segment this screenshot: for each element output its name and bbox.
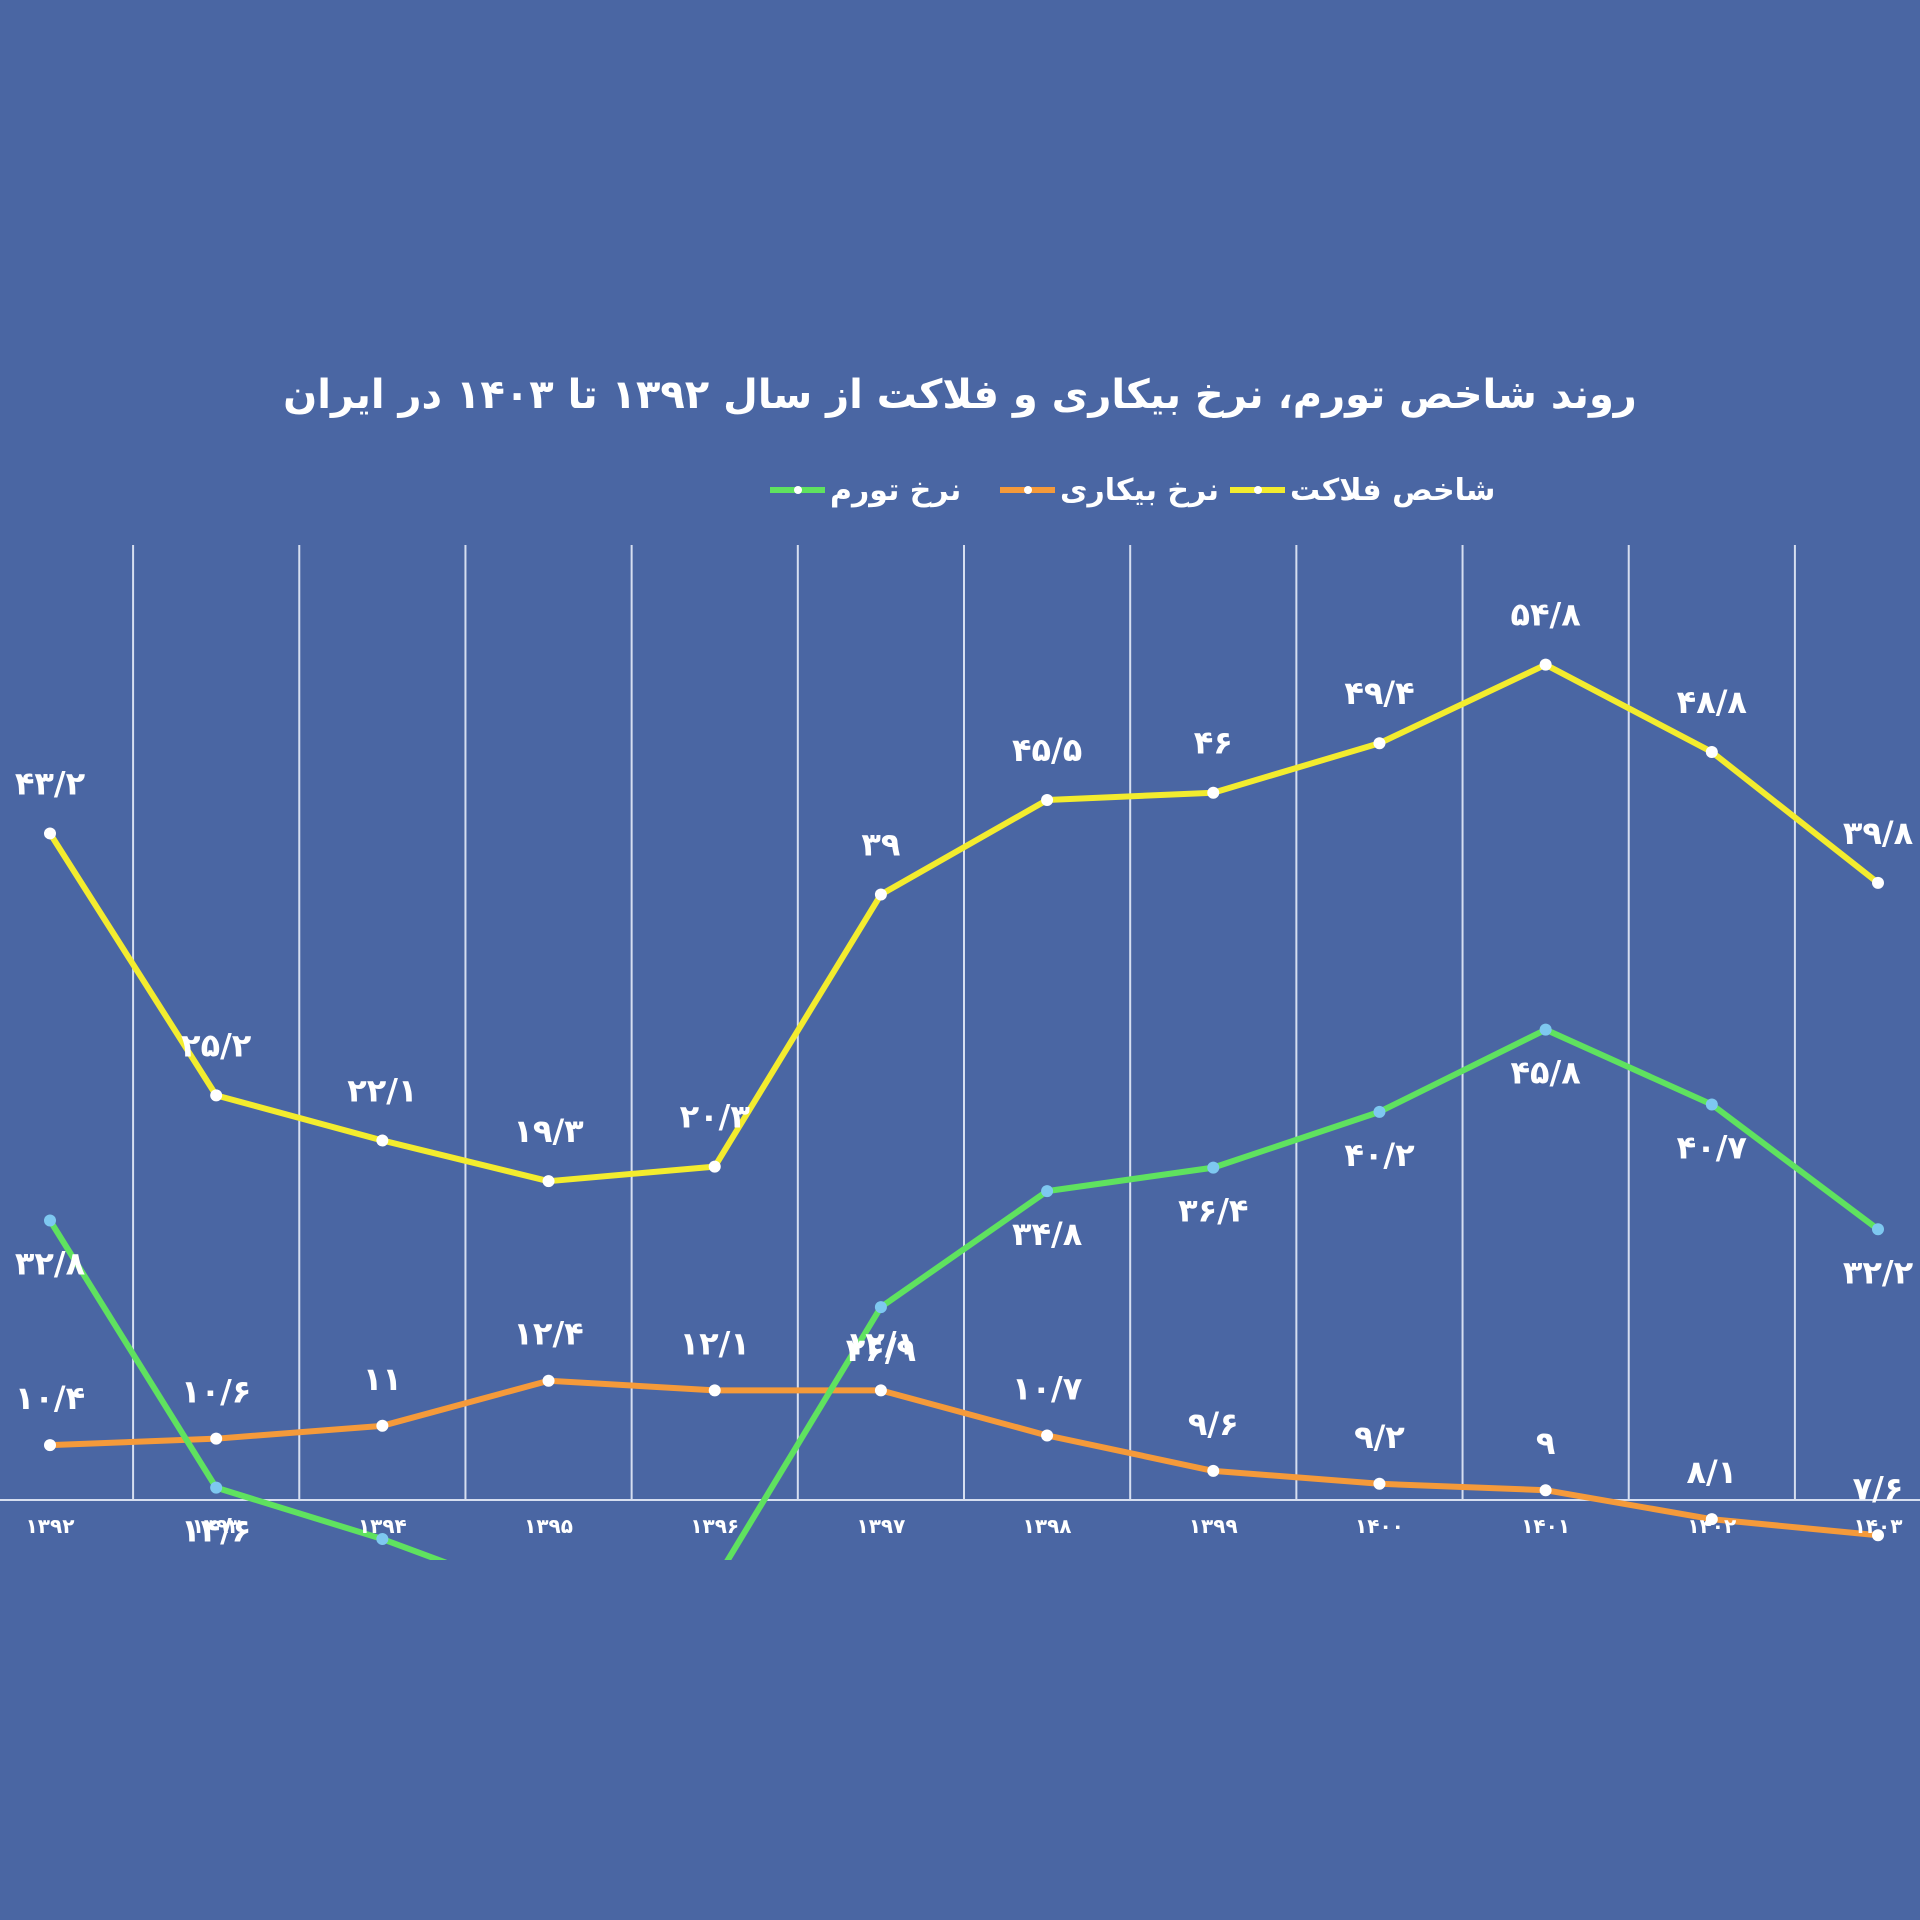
data-point bbox=[376, 1533, 389, 1546]
data-point bbox=[1872, 1529, 1884, 1542]
data-label: ۱۰/۴ bbox=[15, 1379, 85, 1417]
data-point bbox=[708, 1384, 721, 1397]
series-layer bbox=[44, 658, 1884, 1560]
legend-label: نرخ تورم bbox=[830, 473, 961, 508]
data-point bbox=[874, 1301, 887, 1314]
legend-marker bbox=[794, 486, 802, 494]
x-tick-label: ۱۳۹۴ bbox=[358, 1514, 407, 1538]
data-label: ۳۲/۲ bbox=[1843, 1253, 1914, 1291]
data-label: ۱۲/۴ bbox=[513, 1315, 583, 1353]
data-label: ۵۴/۸ bbox=[1510, 596, 1581, 634]
data-point bbox=[874, 888, 887, 901]
data-label: ۱۴/۶ bbox=[181, 1512, 251, 1550]
legend-label: نرخ بیکاری bbox=[1060, 473, 1219, 508]
data-point bbox=[1705, 745, 1718, 758]
data-label: ۴۰/۲ bbox=[1344, 1136, 1415, 1174]
data-point bbox=[708, 1160, 721, 1173]
data-point bbox=[1539, 658, 1552, 671]
data-label: ۲۵/۲ bbox=[181, 1026, 252, 1064]
data-point bbox=[1872, 876, 1884, 889]
data-label: ۴۳/۲ bbox=[15, 764, 86, 802]
legend-label: شاخص فلاکت bbox=[1290, 473, 1495, 508]
data-point bbox=[376, 1134, 389, 1147]
data-label: ۴۶ bbox=[1194, 724, 1233, 762]
x-tick-label: ۱۳۹۷ bbox=[856, 1514, 905, 1538]
legend: شاخص فلاکت نرخ بیکاری نرخ تورم bbox=[770, 473, 1495, 508]
x-tick-label: ۱۴۰۳ bbox=[1854, 1514, 1903, 1538]
data-label: ۱۰/۶ bbox=[181, 1373, 251, 1411]
data-label: ۱۹/۳ bbox=[513, 1112, 584, 1150]
data-label: ۳۴/۸ bbox=[1012, 1215, 1083, 1253]
data-point bbox=[1041, 793, 1054, 806]
data-label: ۹ bbox=[1536, 1424, 1556, 1462]
x-tick-label: ۱۴۰۲ bbox=[1687, 1514, 1736, 1538]
data-point bbox=[376, 1419, 389, 1432]
grid-lines bbox=[0, 545, 1920, 1501]
data-label: ۷/۶ bbox=[1853, 1469, 1904, 1507]
x-tick-label: ۱۴۰۱ bbox=[1521, 1514, 1570, 1538]
legend-marker bbox=[1254, 486, 1262, 494]
data-point bbox=[1872, 1223, 1884, 1236]
data-label: ۸/۱ bbox=[1686, 1453, 1737, 1491]
data-label: ۱۲/۱ bbox=[680, 1324, 750, 1362]
x-tick-label: ۱۳۹۸ bbox=[1023, 1514, 1072, 1538]
data-point bbox=[1041, 1185, 1054, 1198]
data-point bbox=[44, 1439, 56, 1452]
data-point bbox=[1041, 1429, 1054, 1442]
data-labels: ۴۳/۲ ۲۵/۲ ۲۲/۱ ۱۹/۳ ۲۰/۳ ۳۹ ۴۵/۵ ۴۶ ۴۹/۴ ۵۴/۸ ۴۸/۸… bbox=[15, 596, 1914, 1550]
data-point bbox=[1373, 1105, 1386, 1118]
data-label: ۳۲/۸ bbox=[15, 1244, 86, 1282]
x-tick-label: ۱۳۹۶ bbox=[690, 1514, 739, 1538]
data-label: ۲۰/۳ bbox=[680, 1098, 751, 1136]
x-tick-label: ۱۳۹۲ bbox=[26, 1514, 75, 1538]
data-label: ۴۰/۷ bbox=[1677, 1129, 1748, 1167]
series-line bbox=[47, 1026, 1880, 1560]
data-label: ۱۰/۷ bbox=[1012, 1369, 1083, 1407]
data-label: ۹/۲ bbox=[1354, 1418, 1405, 1456]
data-label: ۴۸/۸ bbox=[1677, 683, 1748, 721]
data-label: ۱۲/۱ bbox=[846, 1324, 916, 1362]
x-axis-ticks: ۱۳۹۲ ۱۳۹۳ ۱۳۹۴ ۱۳۹۵ ۱۳۹۶ ۱۳۹۷ ۱۳۹۸ ۱۳۹۹ ۱۴۰۰ ۱۴۰۱… bbox=[26, 1514, 1903, 1538]
data-point bbox=[210, 1089, 223, 1102]
data-point bbox=[1207, 1464, 1220, 1477]
x-tick-label: ۱۳۹۵ bbox=[524, 1514, 573, 1538]
line-chart: روند شاخص تورم، نرخ بیکاری و فلاکت از سا… bbox=[0, 372, 1920, 1560]
x-tick-label: ۱۳۹۹ bbox=[1189, 1514, 1238, 1538]
data-point bbox=[1539, 1023, 1552, 1036]
data-label: ۲۲/۱ bbox=[347, 1071, 417, 1109]
data-point bbox=[1705, 1513, 1718, 1526]
legend-marker bbox=[1024, 486, 1032, 494]
data-point bbox=[44, 827, 56, 840]
data-point bbox=[542, 1374, 555, 1387]
x-tick-label: ۱۴۰۰ bbox=[1355, 1514, 1404, 1538]
data-label: ۹/۶ bbox=[1188, 1405, 1239, 1443]
series-line bbox=[47, 661, 1880, 1185]
data-point bbox=[1705, 1098, 1718, 1111]
data-point bbox=[1373, 737, 1386, 750]
data-point bbox=[542, 1175, 555, 1188]
data-point bbox=[1207, 786, 1220, 799]
data-point bbox=[1539, 1484, 1552, 1497]
x-tick-label: ۱۳۹۳ bbox=[192, 1514, 241, 1538]
data-label: ۳۹/۸ bbox=[1843, 814, 1914, 852]
data-point bbox=[44, 1214, 56, 1227]
chart-panel: روند شاخص تورم، نرخ بیکاری و فلاکت از سا… bbox=[0, 360, 1920, 1560]
data-label: ۴۵/۵ bbox=[1012, 731, 1082, 769]
data-label: ۴۵/۸ bbox=[1510, 1054, 1581, 1092]
data-point bbox=[874, 1384, 887, 1397]
data-label: ۱۱ bbox=[363, 1360, 402, 1398]
data-label: ۳۹ bbox=[861, 826, 900, 864]
data-point bbox=[210, 1432, 223, 1445]
data-label: ۳۶/۴ bbox=[1178, 1192, 1248, 1230]
chart-title: روند شاخص تورم، نرخ بیکاری و فلاکت از سا… bbox=[283, 372, 1637, 418]
data-label: ۴۹/۴ bbox=[1344, 674, 1414, 712]
data-label: ۲۶/۹ bbox=[846, 1331, 916, 1369]
series-line bbox=[49, 1377, 1879, 1539]
data-point bbox=[1373, 1477, 1386, 1490]
data-point bbox=[1207, 1161, 1220, 1174]
data-point bbox=[210, 1481, 223, 1494]
